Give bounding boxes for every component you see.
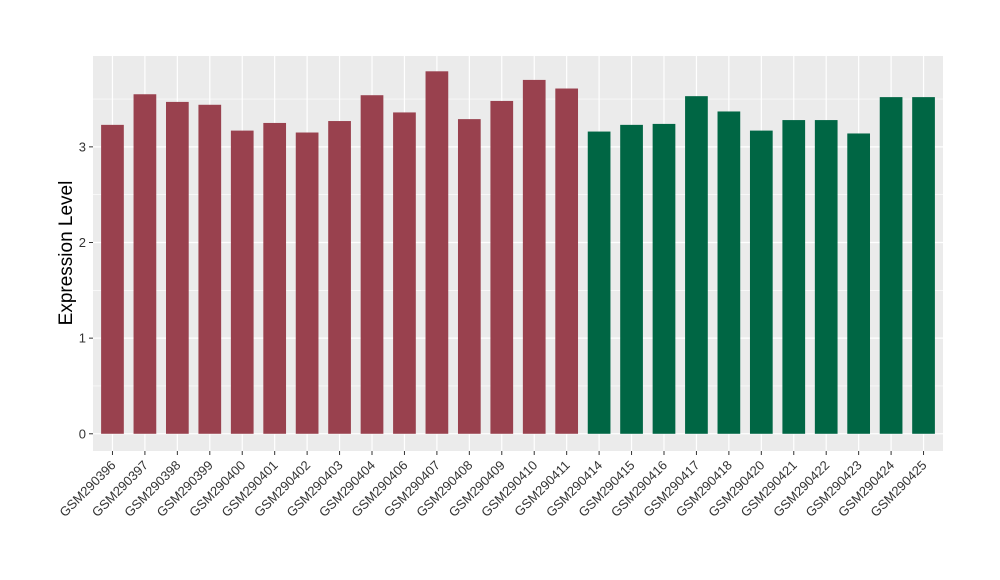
bar-GSM290407 (425, 71, 449, 434)
bar-GSM290411 (555, 88, 579, 434)
y-tick-label: 3 (79, 139, 86, 154)
bar-GSM290425 (912, 97, 935, 434)
bar-GSM290406 (393, 112, 416, 434)
x-axis: GSM290396GSM290397GSM290398GSM290399GSM2… (56, 451, 930, 520)
bar-GSM290423 (847, 133, 871, 434)
bar-GSM290404 (360, 95, 384, 434)
bar-GSM290399 (198, 104, 222, 434)
bar-GSM290418 (717, 111, 741, 434)
bar-GSM290415 (620, 124, 643, 434)
bar-GSM290408 (457, 119, 481, 434)
bar-GSM290403 (328, 121, 351, 434)
bar-GSM290422 (814, 120, 838, 434)
y-tick-label: 2 (79, 235, 86, 250)
bar-GSM290401 (263, 122, 287, 434)
y-axis-title: Expression Level (56, 181, 77, 326)
y-tick-label: 1 (79, 331, 86, 346)
y-tick-label: 0 (79, 426, 86, 441)
bar-GSM290400 (230, 130, 254, 434)
bar-GSM290424 (879, 97, 903, 434)
y-axis: 0 1 2 3 (79, 139, 93, 441)
bar-GSM290417 (685, 96, 708, 434)
bar-GSM290402 (295, 132, 319, 434)
bars (101, 71, 935, 434)
bar-GSM290421 (782, 120, 806, 434)
bar-GSM290409 (490, 100, 514, 434)
bar-GSM290414 (587, 131, 611, 434)
bar-GSM290396 (101, 124, 124, 434)
bar-GSM290410 (522, 79, 546, 434)
bar-GSM290398 (165, 101, 189, 434)
bar-GSM290420 (749, 130, 773, 434)
bar-GSM290397 (133, 94, 157, 434)
bar-GSM290416 (652, 123, 676, 434)
